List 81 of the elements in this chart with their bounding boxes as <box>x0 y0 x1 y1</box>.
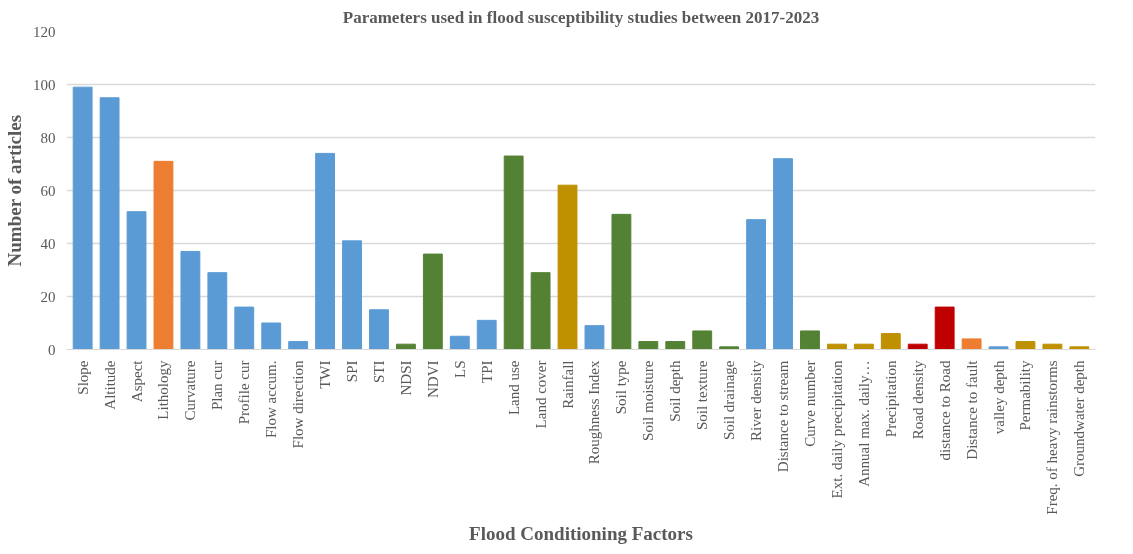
x-tick-label: Land use <box>505 360 522 416</box>
x-tick-label: River density <box>748 360 765 441</box>
x-tick-label: Rainfall <box>559 360 576 409</box>
x-tick-label: Flow direction <box>290 360 307 449</box>
bar <box>557 184 578 350</box>
bar <box>773 158 793 350</box>
bar <box>584 325 605 350</box>
bar <box>342 240 362 350</box>
bar <box>800 330 820 350</box>
x-tick-label: distance to Road <box>936 360 953 461</box>
x-tick-label: Groundwater depth <box>1071 360 1088 477</box>
x-tick-label: Soil type <box>613 360 630 415</box>
bar <box>988 346 1009 350</box>
x-axis-title: Flood Conditioning Factors <box>469 522 693 544</box>
y-tick-label: 60 <box>40 182 56 199</box>
y-tick-label: 120 <box>33 23 56 40</box>
x-tick-label: Distance to stream <box>775 360 792 473</box>
bar <box>369 309 389 350</box>
x-tick-label: Soil depth <box>667 360 684 422</box>
x-tick-label: Ext. daily precipitation <box>828 360 845 499</box>
x-tick-label: Distance to fault <box>963 359 980 460</box>
x-tick-label: STI <box>370 360 387 383</box>
x-tick-label: Road density <box>909 360 926 440</box>
bar <box>207 272 228 350</box>
bar <box>530 272 551 350</box>
bar <box>476 319 497 350</box>
bar <box>449 335 470 350</box>
x-tick-label: Curvature <box>182 360 199 421</box>
x-tick-label: Slope <box>74 360 91 395</box>
x-tick-label: TPI <box>478 360 495 383</box>
x-tick-label: SPI <box>344 360 361 383</box>
bar <box>180 250 201 350</box>
x-tick-label: Soil drainage <box>721 360 738 441</box>
bar <box>961 338 982 350</box>
x-tick-label: LS <box>451 360 468 378</box>
x-tick-label: Plan cur <box>209 360 226 411</box>
x-tick-label: Roughness Index <box>586 360 603 465</box>
x-tick-label: Permability <box>1017 360 1034 431</box>
x-tick-label: Flow accum. <box>263 360 280 438</box>
x-tick-label: Profile cur <box>236 360 253 425</box>
x-tick-label: Curve number <box>801 360 818 447</box>
bar <box>261 322 282 350</box>
bar <box>99 97 120 350</box>
bar <box>1069 346 1090 350</box>
x-tick-label: Altitude <box>101 360 118 410</box>
bar <box>934 306 955 350</box>
x-tick-label: Land cover <box>532 360 549 429</box>
y-axis-title: Number of articles <box>4 114 25 267</box>
bar <box>1015 341 1036 350</box>
x-tick-label: valley depth <box>990 360 1007 435</box>
x-tick-label: Freq. of heavy rainstorms <box>1044 360 1061 515</box>
x-tick-label: Soil moisture <box>640 360 657 441</box>
x-tick-label: TWI <box>317 360 334 389</box>
bar <box>315 152 336 350</box>
y-tick-label: 40 <box>40 235 56 252</box>
bar <box>126 211 147 350</box>
bar <box>746 219 767 350</box>
bar <box>503 155 524 350</box>
x-tick-label: Aspect <box>128 359 145 403</box>
bar <box>153 160 174 350</box>
x-tick-label: NDSI <box>397 360 414 396</box>
bar <box>288 341 309 350</box>
bar <box>234 306 255 350</box>
y-tick-label: 0 <box>48 341 56 358</box>
y-tick-label: 80 <box>40 129 56 146</box>
x-tick-label: Lithology <box>155 360 172 420</box>
bar <box>692 330 713 350</box>
bar <box>422 253 443 350</box>
bar <box>719 346 740 350</box>
bar <box>611 213 632 350</box>
x-tick-label: Annual max. daily… <box>855 360 872 487</box>
y-tick-label: 100 <box>33 76 56 93</box>
y-tick-label: 20 <box>40 288 56 305</box>
bar <box>638 341 659 350</box>
x-tick-label: Soil texture <box>694 360 711 431</box>
bar <box>880 333 901 350</box>
x-tick-label: Precipitation <box>882 360 899 438</box>
x-tick-label: NDVI <box>424 360 441 398</box>
chart-title: Parameters used in flood susceptibility studies between 2017-2023 <box>342 7 820 27</box>
bar <box>72 86 93 350</box>
bar <box>665 341 686 350</box>
